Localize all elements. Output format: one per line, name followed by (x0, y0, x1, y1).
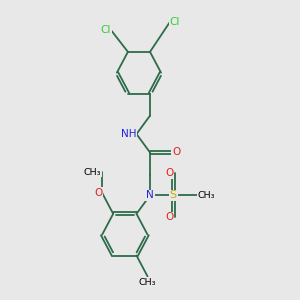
Text: Cl: Cl (100, 25, 111, 35)
Text: O: O (165, 168, 173, 178)
Text: CH₃: CH₃ (198, 191, 215, 200)
Text: N: N (146, 190, 154, 200)
Text: S: S (170, 190, 177, 200)
Text: CH₃: CH₃ (139, 278, 156, 286)
Text: Cl: Cl (169, 17, 180, 27)
Text: NH: NH (121, 129, 136, 139)
Text: O: O (172, 148, 180, 158)
Text: O: O (165, 212, 173, 223)
Text: O: O (94, 188, 102, 198)
Text: CH₃: CH₃ (83, 168, 101, 177)
